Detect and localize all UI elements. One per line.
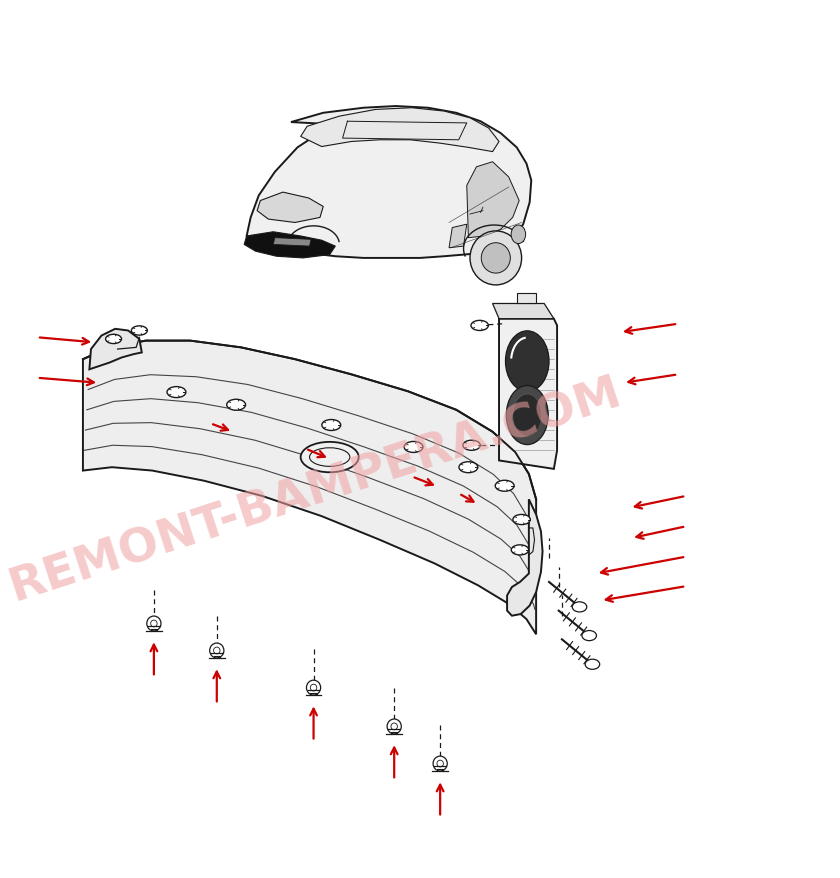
- Circle shape: [210, 644, 224, 658]
- Ellipse shape: [459, 462, 478, 473]
- Polygon shape: [467, 162, 519, 239]
- Ellipse shape: [131, 327, 147, 335]
- Circle shape: [307, 680, 321, 695]
- Ellipse shape: [471, 321, 488, 331]
- Polygon shape: [301, 109, 499, 153]
- Ellipse shape: [463, 441, 480, 450]
- Ellipse shape: [572, 602, 587, 612]
- Ellipse shape: [512, 545, 528, 555]
- Polygon shape: [244, 233, 335, 259]
- Ellipse shape: [582, 630, 596, 641]
- Ellipse shape: [511, 226, 526, 244]
- Polygon shape: [273, 239, 311, 247]
- Ellipse shape: [301, 443, 359, 472]
- Circle shape: [433, 756, 447, 771]
- Ellipse shape: [496, 481, 514, 492]
- Ellipse shape: [227, 399, 245, 411]
- Circle shape: [481, 243, 511, 274]
- Ellipse shape: [585, 659, 600, 670]
- Polygon shape: [492, 304, 554, 320]
- Polygon shape: [257, 193, 323, 223]
- Polygon shape: [247, 107, 531, 259]
- Ellipse shape: [167, 387, 186, 398]
- Polygon shape: [499, 320, 557, 470]
- Text: REMONT-BAMPERA.COM: REMONT-BAMPERA.COM: [3, 370, 627, 610]
- Ellipse shape: [404, 442, 423, 453]
- Polygon shape: [449, 225, 467, 248]
- Polygon shape: [517, 294, 536, 304]
- Ellipse shape: [506, 332, 549, 392]
- Circle shape: [147, 616, 161, 631]
- Polygon shape: [507, 500, 543, 616]
- Polygon shape: [83, 342, 536, 635]
- Ellipse shape: [513, 515, 530, 525]
- Circle shape: [470, 232, 522, 285]
- Ellipse shape: [106, 335, 122, 344]
- Ellipse shape: [507, 386, 549, 445]
- Circle shape: [387, 719, 402, 734]
- Polygon shape: [89, 329, 142, 370]
- Ellipse shape: [512, 394, 542, 436]
- Ellipse shape: [322, 420, 341, 431]
